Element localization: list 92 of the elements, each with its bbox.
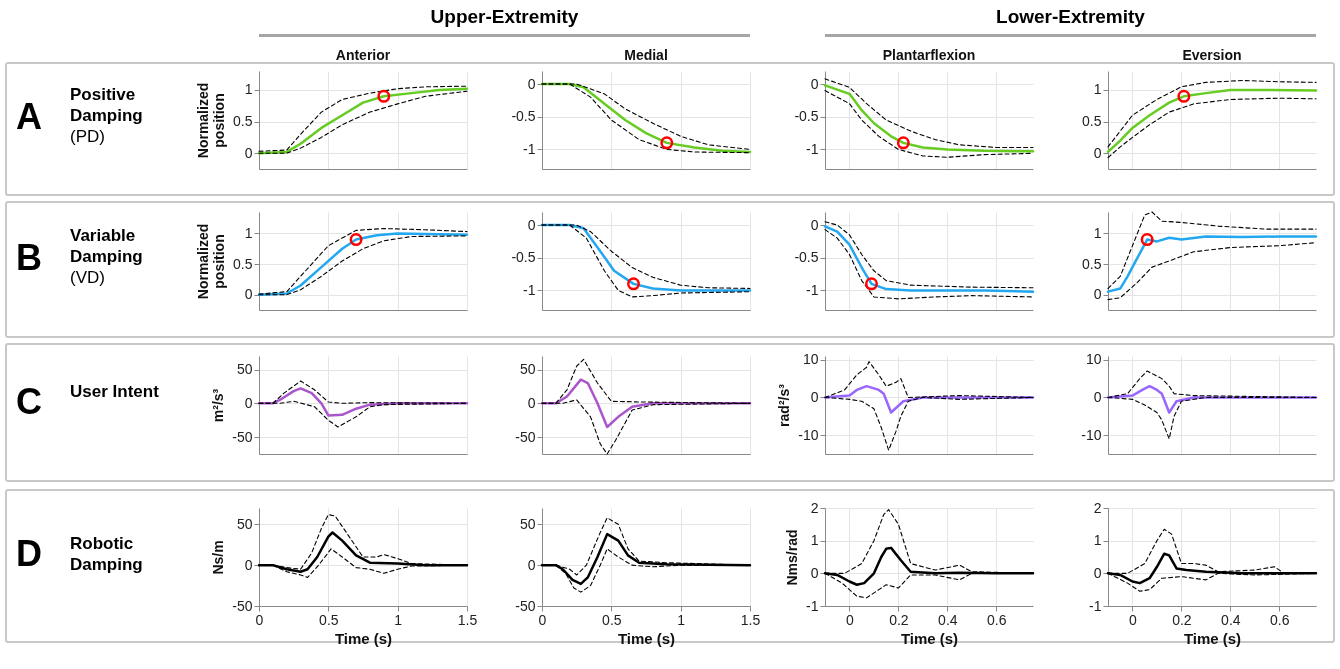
y-tick-label: 0	[1093, 564, 1102, 581]
text: D	[16, 533, 42, 575]
y-tick-label: 0	[810, 75, 819, 92]
y-tick-label: 50	[519, 361, 536, 378]
y-tick-label: 1	[1093, 224, 1102, 241]
text: Upper-Extremity	[259, 6, 750, 37]
x-tick-label: 0.6	[987, 611, 1007, 628]
y-tick-label: 50	[236, 361, 253, 378]
y-axis-title: Nms/rad	[784, 529, 801, 586]
y-tick-label: -50	[515, 428, 536, 445]
y-axis-title: rad²/s³	[776, 383, 793, 427]
y-tick-label: -1	[806, 140, 819, 157]
y-tick-label: 0.5	[233, 255, 253, 272]
x-tick-label: 0.5	[602, 611, 622, 628]
x-tick-label: 0.5	[319, 611, 339, 628]
y-tick-label: 10	[802, 351, 819, 368]
chart-title: Eversion	[1182, 47, 1242, 63]
y-tick-label: -1	[523, 281, 536, 298]
y-tick-label: 50	[236, 515, 253, 532]
y-tick-label: 0	[527, 75, 536, 92]
y-tick-label: 2	[1093, 499, 1102, 516]
x-axis-title: Time (s)	[334, 629, 393, 647]
y-tick-label: 0	[810, 216, 819, 233]
y-tick-label: 2	[810, 499, 819, 516]
x-tick-label: 1	[677, 611, 686, 628]
text: C	[16, 381, 42, 423]
x-tick-label: 0.2	[1172, 611, 1192, 628]
y-tick-label: -0.5	[794, 249, 819, 266]
y-tick-label: 0	[810, 564, 819, 581]
x-tick-label: 1.5	[457, 611, 478, 628]
chart-title: Plantarflexion	[882, 47, 976, 63]
y-tick-label: 0	[527, 216, 536, 233]
x-tick-label: 0	[255, 611, 264, 628]
y-axis-title: m²/s³	[210, 388, 227, 423]
y-tick-label: 0.5	[1082, 113, 1102, 130]
y-tick-label: 0	[244, 394, 253, 411]
x-tick-label: 0.6	[1270, 611, 1290, 628]
x-tick-label: 0.2	[889, 611, 909, 628]
x-tick-label: 0	[1129, 611, 1138, 628]
text: B	[16, 237, 42, 279]
x-tick-label: 0	[538, 611, 547, 628]
y-tick-label: 0	[244, 556, 253, 573]
y-tick-label: 0.5	[233, 113, 253, 130]
y-tick-label: 0	[1093, 286, 1102, 303]
y-tick-label: 0	[244, 144, 253, 161]
y-axis-title: Normalized position	[195, 82, 228, 159]
text: (PD)	[70, 127, 105, 146]
y-tick-label: 0	[527, 394, 536, 411]
y-axis-title: Ns/m	[210, 540, 227, 575]
x-tick-label: 0.4	[938, 611, 958, 628]
y-tick-label: 0	[1093, 144, 1102, 161]
y-tick-label: 1	[810, 532, 819, 549]
y-tick-label: -1	[806, 281, 819, 298]
x-tick-label: 1	[394, 611, 403, 628]
text: A	[16, 96, 42, 138]
y-tick-label: 1	[1093, 81, 1102, 98]
y-tick-label: 10	[1085, 351, 1102, 368]
x-axis-title: Time (s)	[1183, 629, 1242, 647]
y-tick-label: -50	[515, 597, 536, 614]
y-tick-label: 0	[244, 286, 253, 303]
chart-title: Medial	[624, 47, 668, 63]
y-tick-label: 0.5	[1082, 255, 1102, 272]
y-tick-label: -0.5	[511, 249, 536, 266]
y-tick-label: -50	[232, 428, 253, 445]
y-tick-label: 1	[1093, 532, 1102, 549]
text: Robotic Damping	[70, 533, 144, 575]
x-tick-label: 1.5	[740, 611, 761, 628]
y-tick-label: -10	[1081, 426, 1102, 443]
text: Variable Damping	[70, 225, 144, 267]
y-tick-label: -1	[806, 597, 819, 614]
y-tick-label: 0	[1093, 388, 1102, 405]
y-tick-label: 50	[519, 515, 536, 532]
y-tick-label: 0	[810, 388, 819, 405]
x-axis-title: Time (s)	[617, 629, 676, 647]
x-tick-label: 0	[846, 611, 855, 628]
text: User Intent	[70, 381, 160, 402]
y-tick-label: -1	[1089, 597, 1102, 614]
y-tick-label: -50	[232, 597, 253, 614]
y-tick-label: -0.5	[511, 108, 536, 125]
text: Lower-Extremity	[825, 6, 1316, 37]
text: Positive Damping	[70, 84, 144, 126]
y-axis-title: Normalized position	[195, 223, 228, 300]
y-tick-label: 1	[244, 224, 253, 241]
y-tick-label: -1	[523, 140, 536, 157]
y-tick-label: -10	[798, 426, 819, 443]
y-tick-label: 0	[527, 556, 536, 573]
x-axis-title: Time (s)	[900, 629, 959, 647]
y-tick-label: 1	[244, 81, 253, 98]
x-tick-label: 0.4	[1221, 611, 1241, 628]
text: (VD)	[70, 268, 105, 287]
y-tick-label: -0.5	[794, 108, 819, 125]
chart-title: Anterior	[335, 47, 391, 63]
